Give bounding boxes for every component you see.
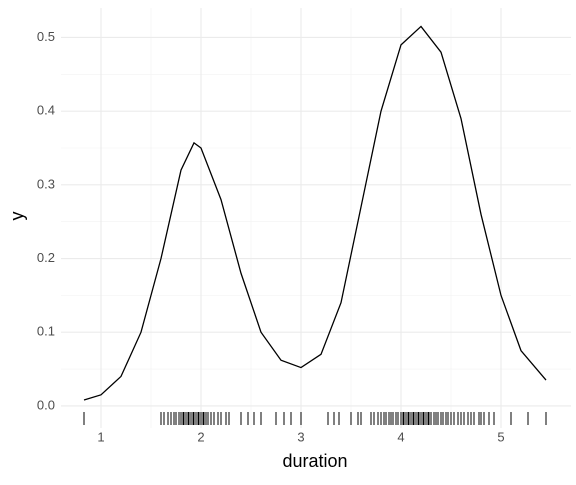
y-tick-label: 0.1 — [37, 324, 55, 339]
y-tick-label: 0.2 — [37, 250, 55, 265]
x-tick-label: 3 — [297, 429, 304, 444]
density-line — [83, 25, 547, 401]
x-tick-label: 2 — [197, 429, 204, 444]
y-tick-label: 0.5 — [37, 29, 55, 44]
y-tick-label: 0.0 — [37, 397, 55, 412]
x-axis-title: duration — [282, 451, 347, 471]
x-tick-label: 1 — [97, 429, 104, 444]
y-tick-label: 0.4 — [37, 103, 55, 118]
y-tick-label: 0.3 — [37, 176, 55, 191]
x-tick-label: 5 — [497, 429, 504, 444]
x-tick-label: 4 — [397, 429, 404, 444]
y-axis-title: y — [7, 212, 27, 221]
